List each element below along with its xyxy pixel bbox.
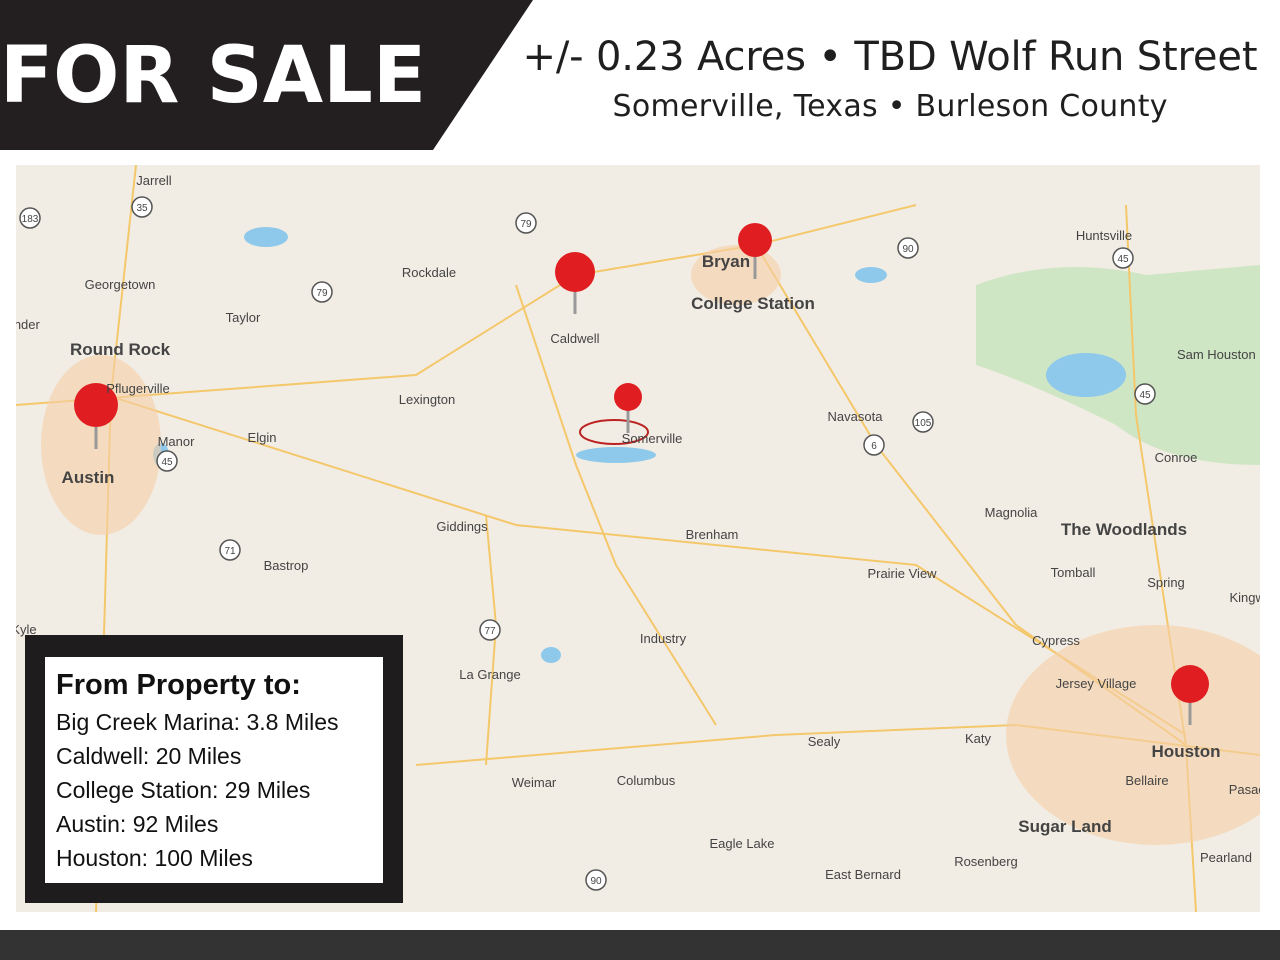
place-label: Pflugerville	[106, 381, 170, 396]
shield	[1134, 383, 1156, 405]
shield	[912, 411, 934, 433]
shield-label: 45	[1117, 254, 1129, 265]
place-label: Bellaire	[1125, 773, 1168, 788]
place-label: Prairie View	[867, 566, 937, 581]
place-label: Brenham	[686, 527, 739, 542]
place-label: La Grange	[459, 667, 520, 682]
place-label: Magnolia	[985, 505, 1039, 520]
shield-label: 77	[484, 626, 496, 637]
place-label: Leander	[16, 317, 41, 332]
shield-label: 35	[136, 203, 148, 214]
shield-label: 71	[224, 546, 236, 557]
footer-bar	[0, 930, 1280, 960]
place-label: Rockdale	[402, 265, 456, 280]
distance-panel: From Property to: Big Creek Marina: 3.8 …	[45, 657, 383, 883]
place-label: Sealy	[808, 734, 841, 749]
shield	[585, 869, 607, 891]
place-label: Sugar Land	[1018, 817, 1112, 836]
distance-line: College Station: 29 Miles	[56, 777, 311, 803]
place-label: Katy	[965, 731, 992, 746]
distance-title: From Property to:	[56, 669, 301, 701]
place-label: Huntsville	[1076, 228, 1132, 243]
place-label: Bastrop	[264, 558, 309, 573]
distance-line: Big Creek Marina: 3.8 Miles	[56, 709, 339, 735]
pin	[74, 383, 118, 427]
place-label: Navasota	[828, 409, 884, 424]
place-label: Sam Houston National	[1177, 347, 1260, 362]
place-label: Pasadena	[1229, 782, 1260, 797]
distance-line: Houston: 100 Miles	[56, 845, 253, 871]
place-label: Spring	[1147, 575, 1185, 590]
place-label: Manor	[158, 434, 196, 449]
place-label: Eagle Lake	[709, 836, 774, 851]
place-label: Lexington	[399, 392, 455, 407]
shield	[156, 450, 178, 472]
place-label: Taylor	[226, 310, 261, 325]
distance-box: From Property to: Big Creek Marina: 3.8 …	[25, 635, 403, 903]
shield-label: 105	[915, 418, 932, 429]
distance-line: Austin: 92 Miles	[56, 811, 219, 837]
place-label: The Woodlands	[1061, 520, 1187, 539]
place-label: Weimar	[512, 775, 557, 790]
place-label: Giddings	[436, 519, 488, 534]
shield	[19, 207, 41, 229]
place-label: Somerville	[622, 431, 683, 446]
shield	[131, 196, 153, 218]
pin	[614, 383, 642, 411]
labels: Jarrell Georgetown Leander Round Rock Pfluge…	[16, 173, 1260, 891]
shield	[311, 281, 333, 303]
place-label: Houston	[1152, 742, 1221, 761]
place-label: Rosenberg	[954, 854, 1018, 869]
place-label: Industry	[640, 631, 687, 646]
pin	[555, 252, 595, 292]
place-label: Austin	[62, 468, 115, 487]
subtitle: Somerville, Texas • Burleson County	[613, 89, 1168, 124]
place-label: Round Rock	[70, 340, 171, 359]
place-label: Jarrell	[136, 173, 172, 188]
property-ring	[579, 419, 649, 445]
place-label: Cypress	[1032, 633, 1080, 648]
shield-label: 183	[22, 214, 39, 225]
place-label: Conroe	[1155, 450, 1198, 465]
place-label: Caldwell	[550, 331, 599, 346]
shield	[219, 539, 241, 561]
place-label: Kyle	[16, 622, 37, 637]
place-label: East Bernard	[825, 867, 901, 882]
shield	[479, 619, 501, 641]
shield-label: 45	[161, 457, 173, 468]
place-label: Bryan	[702, 252, 750, 271]
place-label: Jersey Village	[1056, 676, 1137, 691]
shield-label: 90	[590, 876, 602, 887]
place-label: Tomball	[1051, 565, 1096, 580]
title: +/- 0.23 Acres • TBD Wolf Run Street	[523, 34, 1258, 80]
place-label: Georgetown	[85, 277, 156, 292]
header: FOR SALE +/- 0.23 Acres • TBD Wolf Run S…	[0, 0, 1258, 150]
pins	[74, 223, 1209, 725]
shield	[897, 237, 919, 259]
banner: FOR SALE	[0, 31, 426, 121]
shield-label: 79	[520, 219, 532, 230]
shield-label: 90	[902, 244, 914, 255]
shield-label: 6	[871, 441, 877, 452]
place-label: Elgin	[248, 430, 277, 445]
pin	[738, 223, 772, 257]
banner-bg	[0, 0, 533, 150]
shield-label: 79	[316, 288, 328, 299]
shield	[515, 212, 537, 234]
shield	[1112, 247, 1134, 269]
place-label: Pearland	[1200, 850, 1252, 865]
place-label: Columbus	[617, 773, 676, 788]
place-label: College Station	[691, 294, 815, 313]
place-label: Kingwood	[1229, 590, 1260, 605]
shield	[863, 434, 885, 456]
pin	[1171, 665, 1209, 703]
shield-label: 45	[1139, 390, 1151, 401]
distance-line: Caldwell: 20 Miles	[56, 743, 242, 769]
